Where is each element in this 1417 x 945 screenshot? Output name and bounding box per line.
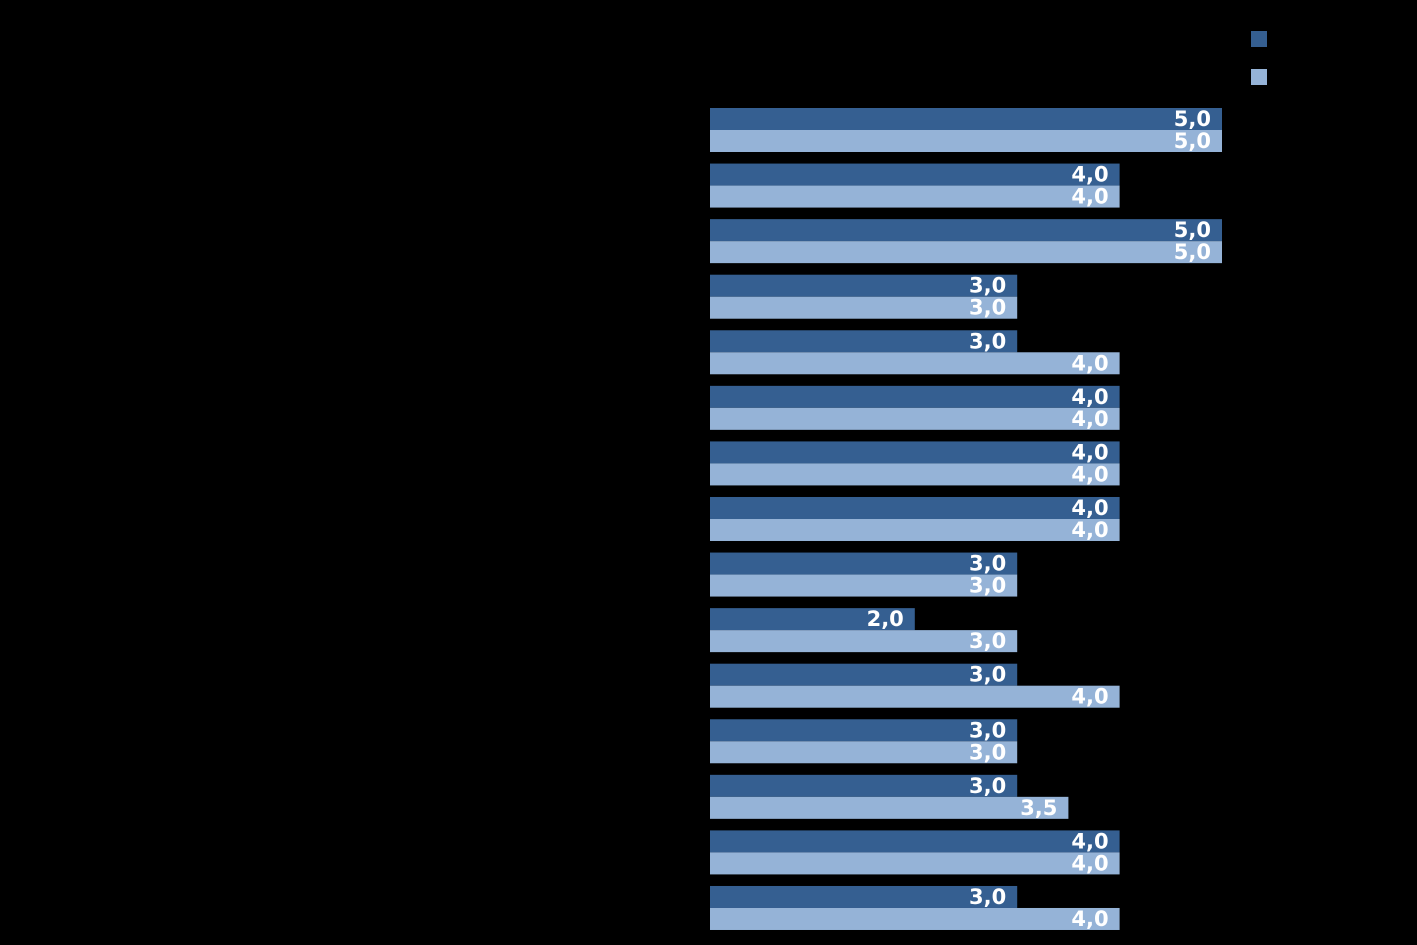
legend-marker (1251, 31, 1267, 47)
bar (710, 330, 1018, 353)
data-label: 3,0 (969, 663, 1006, 687)
data-label: 4,0 (1071, 351, 1108, 375)
data-label: 5,0 (1174, 129, 1211, 153)
data-label: 4,0 (1071, 385, 1108, 409)
data-label: 4,0 (1071, 851, 1108, 875)
bar (710, 852, 1120, 875)
bar (710, 885, 1018, 908)
bar (710, 241, 1222, 264)
data-label: 3,0 (969, 718, 1006, 742)
data-label: 3,0 (969, 552, 1006, 576)
bar (710, 741, 1018, 764)
data-label: 4,0 (1071, 185, 1108, 209)
data-label: 3,0 (969, 740, 1006, 764)
bar (710, 552, 1018, 575)
data-label: 4,0 (1071, 163, 1108, 187)
bar (710, 219, 1222, 242)
bar (710, 352, 1120, 375)
bar (710, 518, 1120, 541)
bar (710, 130, 1222, 152)
data-label: 5,0 (1174, 107, 1211, 131)
data-label: 4,0 (1071, 685, 1108, 709)
bar (710, 496, 1120, 519)
data-label: 3,0 (969, 574, 1006, 598)
bar (710, 574, 1018, 597)
bar (710, 463, 1120, 486)
data-label: 4,0 (1071, 462, 1108, 486)
data-label: 3,0 (969, 296, 1006, 320)
data-label: 5,0 (1174, 218, 1211, 242)
data-label: 4,0 (1071, 907, 1108, 931)
bar (710, 608, 915, 631)
bar (710, 630, 1018, 653)
bar (710, 185, 1120, 208)
data-label: 3,0 (969, 629, 1006, 653)
data-label: 4,0 (1071, 440, 1108, 464)
bar (710, 296, 1018, 319)
data-label: 4,0 (1071, 829, 1108, 853)
bar (710, 663, 1018, 686)
bar (710, 774, 1018, 797)
data-label: 4,0 (1071, 496, 1108, 520)
bar (710, 907, 1120, 930)
data-label: 3,0 (969, 329, 1006, 353)
bar (710, 685, 1120, 708)
data-label: 3,0 (969, 274, 1006, 298)
data-label: 3,0 (969, 774, 1006, 798)
data-label: 4,0 (1071, 518, 1108, 542)
bar (710, 441, 1120, 464)
data-label: 2,0 (867, 607, 904, 631)
bar (710, 274, 1018, 297)
bar (710, 385, 1120, 408)
bar (710, 407, 1120, 430)
bar (710, 796, 1069, 819)
bar (710, 830, 1120, 853)
data-label: 3,5 (1020, 796, 1057, 820)
data-label: 3,0 (969, 885, 1006, 909)
bar (710, 719, 1018, 742)
data-label: 5,0 (1174, 240, 1211, 264)
bar (710, 163, 1120, 186)
legend-marker (1251, 69, 1267, 85)
data-label: 4,0 (1071, 407, 1108, 431)
bar (710, 108, 1222, 130)
